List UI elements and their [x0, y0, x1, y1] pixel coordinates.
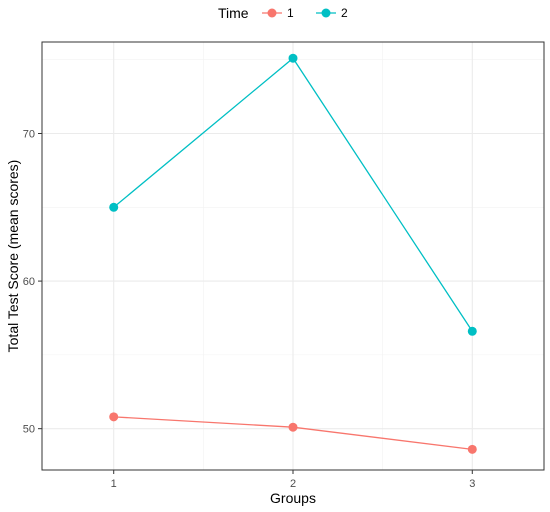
series-layer	[109, 53, 477, 454]
data-point	[109, 202, 119, 212]
series-2	[109, 53, 477, 336]
legend-item-2: 2	[316, 6, 348, 20]
x-axis: 1 2 3	[111, 470, 475, 490]
y-tick-label: 60	[23, 276, 35, 288]
legend-key-point	[321, 8, 331, 18]
legend-key-point	[267, 8, 277, 18]
data-point	[467, 326, 477, 336]
y-axis: 50 60 70	[23, 129, 42, 436]
y-axis-title: Total Test Score (mean scores)	[5, 160, 21, 353]
legend-label: 1	[287, 6, 294, 20]
data-point	[467, 444, 477, 454]
x-tick-label: 2	[290, 478, 296, 490]
legend-item-1: 1	[262, 6, 294, 20]
x-tick-label: 3	[469, 478, 475, 490]
legend: Time 1 2	[218, 5, 348, 21]
y-tick-label: 70	[23, 129, 35, 141]
data-point	[288, 53, 298, 63]
x-tick-label: 1	[111, 478, 117, 490]
y-tick-label: 50	[23, 424, 35, 436]
data-point	[288, 422, 298, 432]
x-axis-title: Groups	[270, 490, 316, 506]
legend-title: Time	[218, 5, 249, 21]
legend-label: 2	[341, 6, 348, 20]
data-point	[109, 412, 119, 422]
series-1	[109, 412, 477, 454]
